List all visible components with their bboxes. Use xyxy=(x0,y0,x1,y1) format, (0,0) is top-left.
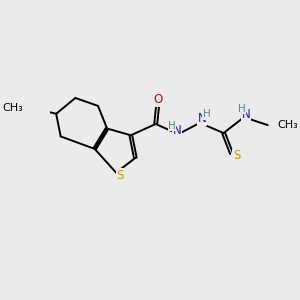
Text: CH₃: CH₃ xyxy=(277,120,298,130)
Text: H: H xyxy=(203,109,211,119)
Text: O: O xyxy=(153,93,163,106)
Text: S: S xyxy=(233,149,240,162)
Text: H: H xyxy=(238,103,246,114)
Text: CH₃: CH₃ xyxy=(3,103,23,113)
Text: N: N xyxy=(242,108,250,121)
Text: N: N xyxy=(198,112,206,125)
Text: N: N xyxy=(173,124,182,136)
Text: H: H xyxy=(168,121,176,130)
Text: S: S xyxy=(116,169,124,182)
